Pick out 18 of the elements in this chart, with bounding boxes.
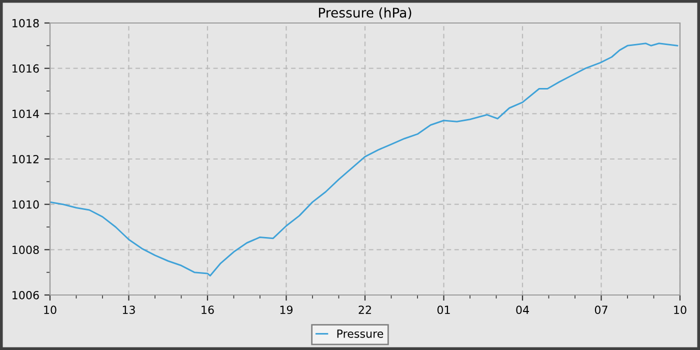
y-tick-label: 1012 xyxy=(12,154,38,164)
y-tick-label: 1010 xyxy=(12,200,39,209)
y-tick-label: 1006 xyxy=(12,290,39,300)
y-tick-label: 1016 xyxy=(12,64,39,73)
x-tick-label: 07 xyxy=(594,306,608,314)
y-tick-label: 1014 xyxy=(12,110,39,118)
x-tick-label: 16 xyxy=(202,306,214,314)
y-tick-label: 1018 xyxy=(12,18,39,28)
chart-title: Pressure (hPa) xyxy=(318,7,412,20)
x-tick-label: 10 xyxy=(44,306,56,314)
x-tick-label: 04 xyxy=(516,306,529,314)
x-tick-label: 13 xyxy=(122,306,135,314)
x-tick-label: 01 xyxy=(437,306,450,314)
x-tick-label: 19 xyxy=(280,306,293,314)
x-tick-label: 10 xyxy=(674,306,686,314)
y-tick-label: 1008 xyxy=(12,246,39,254)
x-tick-label: 22 xyxy=(358,306,371,314)
legend-label: Pressure xyxy=(337,330,384,338)
